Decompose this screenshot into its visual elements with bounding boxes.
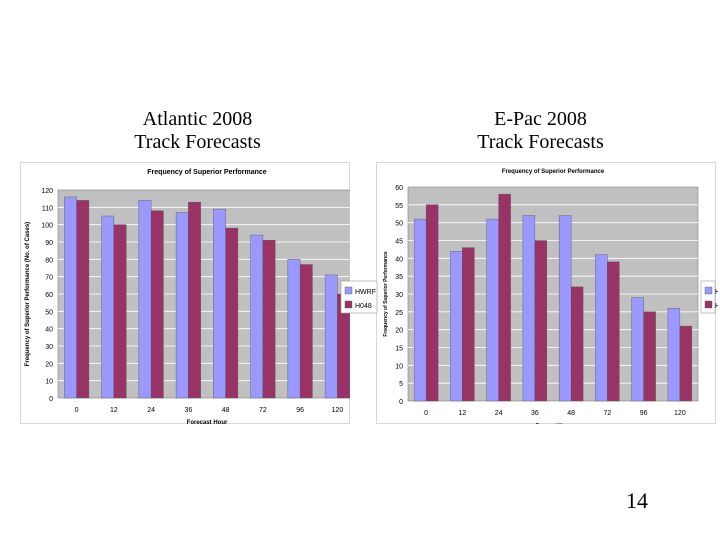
atlantic-y-tick-label: 90 (45, 240, 53, 247)
epac-heading-line1: E-Pac 2008 (494, 108, 587, 130)
epac-y-tick-label: 15 (395, 346, 403, 353)
epac-y-tick-label: 45 (395, 239, 403, 246)
atlantic-y-tick-label: 110 (42, 205, 53, 212)
atlantic-bar-h048-36 (188, 201, 201, 399)
epac-bar-hwrf-36 (522, 215, 536, 402)
atlantic-bar-hwrf-120 (324, 274, 338, 399)
epac-heading: E-Pac 2008 Track Forecasts (448, 108, 633, 154)
epac-x-tick-label: 96 (640, 410, 648, 417)
epac-legend-swatch-hwrf (704, 286, 713, 295)
atlantic-heading-line1: Atlantic 2008 (142, 108, 253, 130)
epac-bar-hwrf-96 (631, 297, 644, 402)
atlantic-x-tick-label: 24 (147, 407, 155, 414)
epac-bar-h049-0 (425, 204, 439, 402)
atlantic-x-axis-title: Forecast Hour (187, 420, 228, 424)
epac-bar-hwrf-72 (595, 254, 608, 402)
epac-y-tick-label: 5 (399, 381, 403, 388)
epac-bar-hwrf-0 (413, 218, 427, 402)
epac-bar-h049-120 (679, 325, 693, 402)
epac-x-tick-label: 24 (495, 410, 503, 417)
epac-y-tick-label: 20 (395, 328, 403, 335)
epac-legend-label-h049: H049 (715, 303, 718, 310)
atlantic-y-tick-label: 60 (45, 292, 53, 299)
epac-x-tick-label: 48 (567, 410, 575, 417)
atlantic-legend-swatch-h048 (344, 300, 353, 309)
atlantic-x-tick-label: 96 (296, 407, 304, 414)
epac-y-tick-label: 40 (395, 256, 403, 263)
atlantic-y-tick-label: 40 (45, 327, 53, 334)
atlantic-y-tick-label: 80 (45, 257, 53, 264)
epac-chart: Frequency of Superior Performance 0 5 10 15 2… (376, 162, 716, 424)
atlantic-legend-swatch-hwrf (344, 286, 353, 295)
epac-bar-hwrf-48 (558, 215, 572, 402)
epac-legend-label-hwrf: HWRF (715, 289, 718, 296)
epac-chart-title: Frequency of Superior Performance (502, 169, 605, 175)
atlantic-y-tick-label: 100 (41, 223, 53, 230)
atlantic-bar-hwrf-24 (138, 200, 152, 399)
epac-bar-h049-48 (570, 286, 584, 402)
atlantic-legend: HWRF H048 (340, 280, 378, 314)
atlantic-chart-title: Frequency of Superior Performance (147, 169, 267, 176)
atlantic-bar-hwrf-12 (101, 215, 115, 399)
atlantic-x-tick-label: 36 (184, 407, 192, 414)
epac-y-tick-label: 55 (395, 203, 403, 210)
atlantic-y-tick-label: 20 (45, 361, 53, 368)
atlantic-legend-label-hwrf: HWRF (355, 289, 376, 296)
epac-y-axis-title: Frequency of Superior Performance (383, 251, 389, 337)
atlantic-bar-hwrf-72 (250, 234, 264, 399)
atlantic-y-tick-label: 50 (45, 309, 53, 316)
epac-heading-line2: Track Forecasts (477, 131, 604, 153)
atlantic-bar-hwrf-48 (213, 208, 226, 399)
epac-y-tick-label: 35 (395, 274, 403, 281)
atlantic-heading-line2: Track Forecasts (134, 131, 261, 153)
epac-y-tick-label: 60 (395, 185, 403, 192)
atlantic-x-tick-label: 0 (75, 407, 79, 414)
atlantic-bar-hwrf-96 (287, 259, 301, 399)
atlantic-y-axis-title: Frequency of Superior Performance (No. o… (25, 222, 31, 366)
epac-bar-h049-12 (462, 247, 475, 402)
epac-bar-hwrf-12 (450, 250, 463, 402)
epac-bar-h049-72 (607, 261, 620, 402)
epac-y-tick-label: 30 (395, 292, 403, 299)
atlantic-y-tick-label: 120 (41, 188, 53, 195)
page-number: 14 (626, 488, 648, 513)
epac-y-tick-label: 10 (395, 363, 403, 370)
epac-x-tick-label: 12 (458, 410, 466, 417)
epac-legend-swatch-h049 (704, 300, 713, 309)
epac-y-tick-label: 0 (399, 399, 403, 406)
atlantic-x-tick-label: 120 (332, 407, 344, 414)
atlantic-bar-h048-72 (262, 240, 276, 399)
atlantic-bar-h048-24 (150, 210, 164, 399)
atlantic-legend-label-h048: H048 (355, 303, 372, 310)
atlantic-y-tick-label: 0 (49, 396, 53, 403)
atlantic-y-tick-label: 10 (45, 379, 53, 386)
atlantic-x-tick-label: 48 (222, 407, 230, 414)
epac-bar-h049-24 (498, 193, 511, 402)
epac-x-tick-label: 120 (674, 410, 686, 417)
epac-bar-h049-36 (534, 240, 548, 402)
epac-legend: HWRF H049 (700, 280, 718, 314)
epac-bar-h049-96 (643, 311, 656, 402)
atlantic-x-tick-label: 12 (110, 407, 118, 414)
epac-x-tick-label: 36 (531, 410, 539, 417)
epac-y-tick-label: 25 (395, 310, 403, 317)
atlantic-y-tick-label: 30 (45, 344, 53, 351)
epac-bar-hwrf-24 (486, 218, 499, 402)
atlantic-bar-hwrf-0 (64, 196, 77, 399)
atlantic-bar-hwrf-36 (175, 212, 189, 399)
epac-x-tick-label: 0 (424, 410, 428, 417)
atlantic-bar-h048-0 (76, 200, 90, 399)
atlantic-heading: Atlantic 2008 Track Forecasts (110, 108, 285, 154)
epac-bar-hwrf-120 (667, 308, 681, 402)
epac-y-tick-label: 50 (395, 221, 403, 228)
epac-x-axis-title: Forecast Hour (536, 423, 570, 424)
atlantic-x-tick-label: 72 (259, 407, 267, 414)
atlantic-chart: Frequency of Superior Performance 0 10 20 30… (20, 162, 350, 424)
atlantic-bar-h048-96 (299, 264, 313, 399)
atlantic-y-tick-label: 70 (45, 275, 53, 282)
atlantic-bar-h048-12 (113, 224, 127, 399)
epac-legend-box (700, 280, 716, 314)
atlantic-bar-h048-48 (225, 227, 239, 399)
epac-x-tick-label: 72 (603, 410, 611, 417)
